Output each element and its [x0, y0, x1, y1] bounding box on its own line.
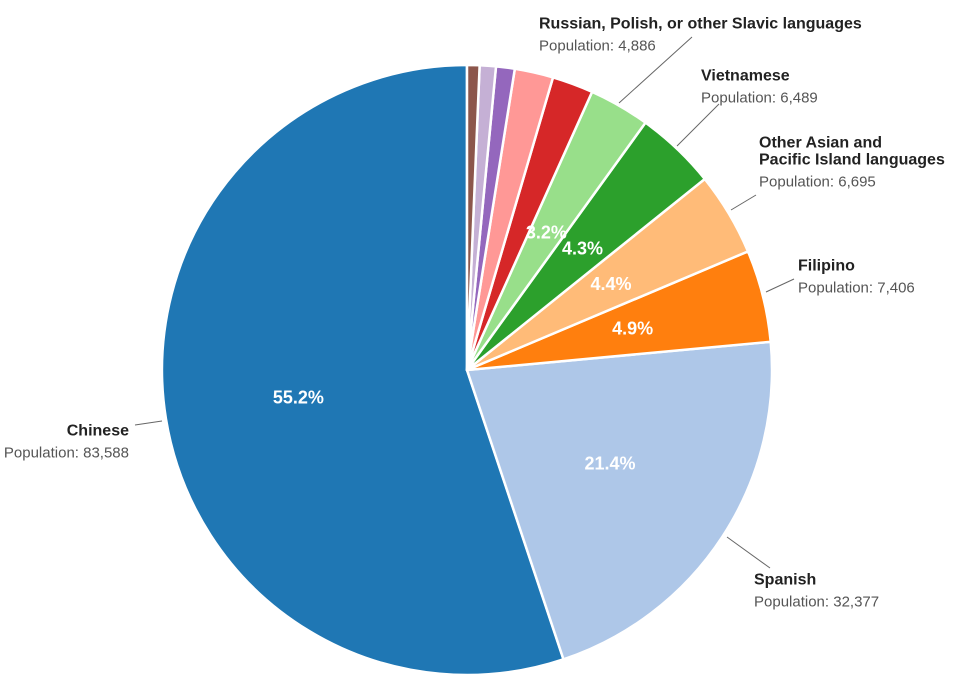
- slice-name-other-asian-and-pacific-island-languages-line-2: Pacific Island languages: [759, 152, 945, 169]
- leader-line-chinese: [134, 420, 163, 426]
- pie-slices: [160, 63, 774, 674]
- slice-labels: Chinese Population: 83,588 Spanish Populati…: [4, 16, 945, 611]
- slice-name-spanish: Spanish: [754, 572, 816, 589]
- leader-line-russian-polish-or-other-slavic-languages: [618, 36, 693, 104]
- leader-line-other-asian-and-pacific-island-languages: [730, 194, 757, 211]
- slice-name-other-asian-and-pacific-island-languages-line-1: Other Asian and: [759, 135, 882, 152]
- slice-name-filipino: Filipino: [798, 258, 855, 275]
- percent-label-chinese: 55.2%: [273, 387, 324, 407]
- percent-label-vietnamese: 4.3%: [562, 238, 603, 258]
- leader-line-filipino: [765, 278, 795, 293]
- slice-name-russian-polish-or-other-slavic-languages: Russian, Polish, or other Slavic languag…: [539, 16, 862, 33]
- percent-label-spanish: 21.4%: [585, 453, 636, 473]
- pie-slice-chinese: [160, 63, 565, 674]
- percent-label-other-asian-and-pacific-island-languages: 4.4%: [591, 274, 632, 294]
- slice-population-chinese: Population: 83,588: [4, 445, 129, 462]
- slice-name-vietnamese: Vietnamese: [701, 68, 790, 85]
- slice-population-russian-polish-or-other-slavic-languages: Population: 4,886: [539, 38, 656, 55]
- percent-label-russian-polish-or-other-slavic-languages: 3.2%: [526, 223, 567, 243]
- pie-slice-spanish: [465, 340, 774, 661]
- leader-line-vietnamese: [676, 103, 720, 147]
- leader-lines: [134, 36, 795, 569]
- slice-population-vietnamese: Population: 6,489: [701, 90, 818, 107]
- slice-population-spanish: Population: 32,377: [754, 594, 879, 611]
- pie-slice-unlabeled-10: [465, 63, 481, 372]
- leader-line-spanish: [726, 536, 771, 569]
- percent-labels: 55.2% 21.4% 4.9% 4.4% 4.3%3.2%: [273, 223, 653, 474]
- percent-label-filipino: 4.9%: [612, 318, 653, 338]
- slice-population-filipino: Population: 7,406: [798, 280, 915, 297]
- slice-name-chinese: Chinese: [67, 423, 129, 440]
- slice-population-other-asian-and-pacific-island-languages: Population: 6,695: [759, 174, 876, 191]
